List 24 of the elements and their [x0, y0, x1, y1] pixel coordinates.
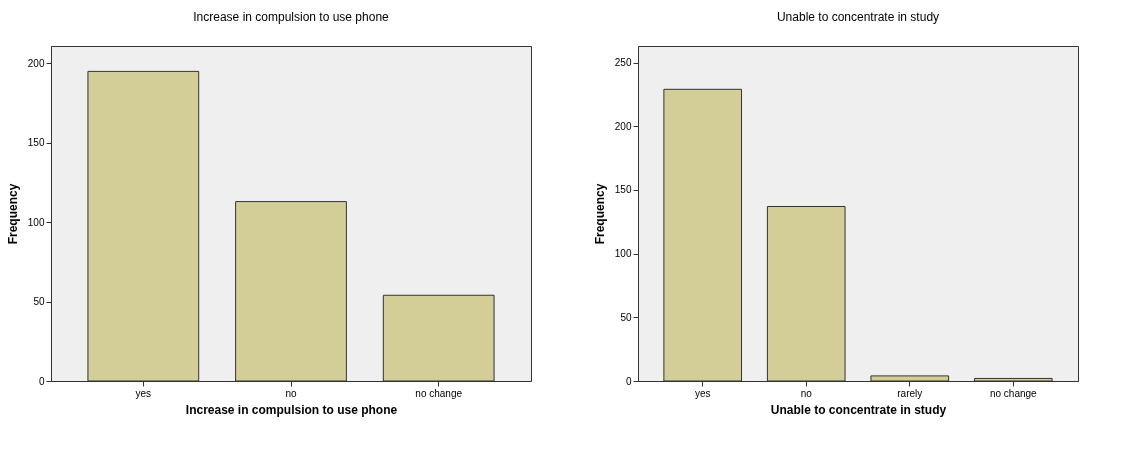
x-tick-label: no change — [989, 387, 1038, 399]
x-tick-label: rarely — [897, 387, 923, 399]
x-tick-label: yes — [135, 387, 152, 399]
x-tick-label: yes — [694, 387, 711, 399]
x-axis-title: Unable to concentrate in study — [770, 402, 947, 417]
y-tick-label: 250 — [614, 57, 632, 69]
y-axis-title: Frequency — [592, 183, 607, 245]
chart-title: Unable to concentrate in study — [776, 10, 940, 24]
x-axis-title: Increase in compulsion to use phone — [185, 402, 398, 417]
y-tick-label: 100 — [614, 248, 632, 260]
y-tick-label: 150 — [614, 184, 632, 196]
y-tick-label: 50 — [620, 311, 632, 323]
y-tick-label: 0 — [38, 375, 45, 387]
x-tick-label: no change — [415, 387, 463, 399]
y-tick-label: 0 — [625, 375, 632, 387]
y-tick-label: 150 — [27, 137, 45, 149]
y-tick-label: 100 — [27, 216, 45, 228]
chart-title: Increase in compulsion to use phone — [193, 10, 390, 24]
x-tick-label: no — [285, 387, 297, 399]
x-tick-label: no — [800, 387, 813, 399]
y-tick-label: 200 — [27, 57, 45, 69]
y-axis-title: Frequency — [5, 183, 20, 245]
y-tick-label: 50 — [33, 296, 45, 308]
y-tick-label: 200 — [614, 120, 632, 132]
